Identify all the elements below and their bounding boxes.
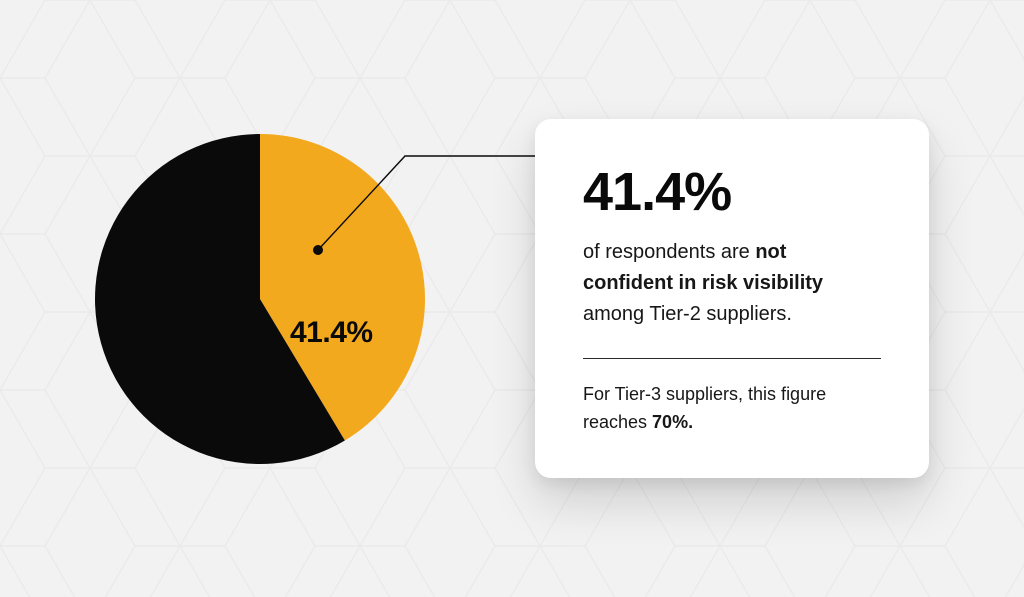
desc-prefix: of respondents are [583, 241, 755, 263]
footnote: For Tier-3 suppliers, this figure reache… [583, 381, 881, 437]
content: 41.4% 41.4% of respondents are not confi… [0, 0, 1024, 597]
divider [583, 358, 881, 359]
footnote-bold: 70%. [652, 412, 693, 432]
stat-card: 41.4% of respondents are not confident i… [535, 119, 929, 479]
desc-suffix: among Tier-2 suppliers. [583, 303, 792, 325]
pie-svg [95, 134, 425, 464]
big-stat: 41.4% [583, 165, 881, 219]
pie-slice-label: 41.4% [290, 316, 373, 350]
footnote-prefix: For Tier-3 suppliers, this figure reache… [583, 384, 826, 432]
stat-description: of respondents are not confident in risk… [583, 237, 881, 330]
pie-chart: 41.4% [95, 134, 425, 464]
